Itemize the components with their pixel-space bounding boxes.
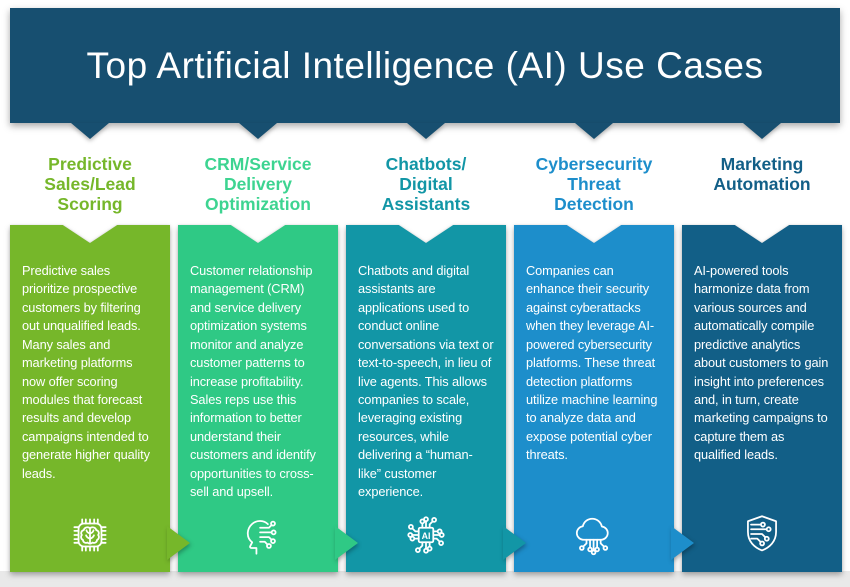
use-case-card: Chatbots and digital assistants are appl…	[346, 225, 506, 572]
card-shadow-wrap: AI-powered tools harmonize data from var…	[682, 225, 842, 572]
banner-pointer	[239, 123, 277, 139]
card-shadow-wrap: Chatbots and digital assistants are appl…	[346, 225, 506, 572]
cloud-circuit-icon	[569, 510, 619, 560]
column-header: Predictive Sales/Lead Scoring	[44, 154, 136, 214]
page-title: Top Artificial Intelligence (AI) Use Cas…	[86, 44, 764, 86]
title-banner: Top Artificial Intelligence (AI) Use Cas…	[10, 8, 840, 123]
flow-arrow-icon	[503, 526, 526, 560]
flow-arrow-icon	[335, 526, 358, 560]
bottom-strip	[0, 571, 850, 587]
column-header: Chatbots/ Digital Assistants	[381, 154, 471, 214]
banner-pointer	[407, 123, 445, 139]
ai-chip-icon: AI	[401, 510, 451, 560]
banner-pointer	[575, 123, 613, 139]
column-crm-service-delivery-optimization: CRM/Service Delivery Optimization Custom…	[178, 123, 358, 572]
use-case-card: AI-powered tools harmonize data from var…	[682, 225, 842, 572]
use-case-card: Companies can enhance their security aga…	[514, 225, 674, 572]
banner-pointer	[743, 123, 781, 139]
flow-arrow-icon	[671, 526, 694, 560]
column-cybersecurity-threat-detection: Cybersecurity Threat Detection Companies…	[514, 123, 694, 572]
column-chatbots-digital-assistants: Chatbots/ Digital Assistants Chatbots an…	[346, 123, 526, 572]
column-description: Customer relationship management (CRM) a…	[190, 263, 316, 500]
shield-circuit-icon	[737, 510, 787, 560]
card-shadow-wrap: Customer relationship management (CRM) a…	[178, 225, 338, 572]
column-header: Cybersecurity Threat Detection	[535, 154, 653, 214]
column-description: AI-powered tools harmonize data from var…	[694, 263, 829, 463]
use-case-card: Customer relationship management (CRM) a…	[178, 225, 338, 572]
brain-chip-icon	[65, 510, 115, 560]
use-case-columns: Predictive Sales/Lead Scoring Predictive…	[10, 123, 842, 572]
column-description: Chatbots and digital assistants are appl…	[358, 263, 494, 500]
column-description: Predictive sales prioritize prospective …	[22, 263, 150, 481]
column-description: Companies can enhance their security aga…	[526, 263, 658, 463]
column-marketing-automation: Marketing Automation AI-powered tools ha…	[682, 123, 842, 572]
head-circuit-icon	[233, 510, 283, 560]
banner-pointer	[71, 123, 109, 139]
use-case-card: Predictive sales prioritize prospective …	[10, 225, 170, 572]
column-header: CRM/Service Delivery Optimization	[204, 154, 312, 214]
card-shadow-wrap: Companies can enhance their security aga…	[514, 225, 674, 572]
column-predictive-sales-lead-scoring: Predictive Sales/Lead Scoring Predictive…	[10, 123, 190, 572]
svg-text:AI: AI	[422, 531, 431, 541]
column-header: Marketing Automation	[713, 154, 811, 194]
flow-arrow-icon	[167, 526, 190, 560]
card-shadow-wrap: Predictive sales prioritize prospective …	[10, 225, 170, 572]
